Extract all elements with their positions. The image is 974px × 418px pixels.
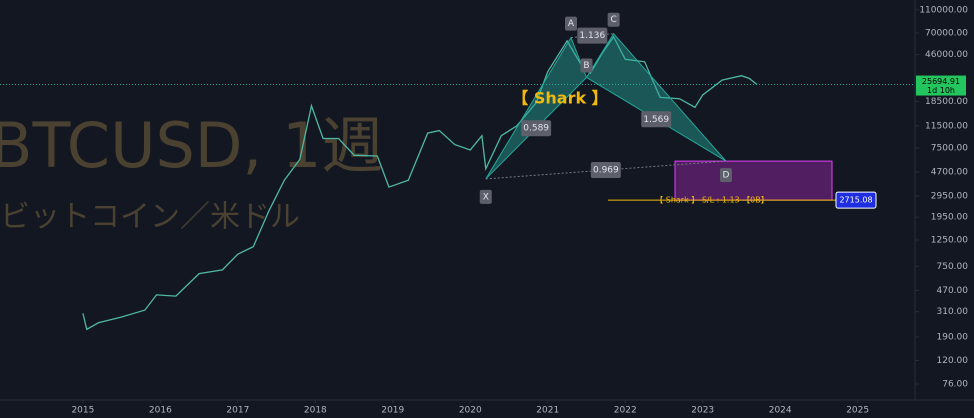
x-tick-label: 2016	[149, 406, 172, 416]
y-tick-label: 750.00	[937, 262, 969, 272]
last-price-box	[916, 75, 966, 96]
target-zone	[674, 160, 833, 201]
ratio-label: 1.136	[579, 31, 605, 41]
x-tick-label: 2018	[304, 406, 327, 416]
y-tick-label: 120.00	[937, 356, 969, 366]
x-tick-label: 2025	[846, 406, 869, 416]
pattern-name: 【 Shark 】	[512, 89, 607, 108]
x-tick-label: 2022	[614, 406, 637, 416]
y-tick-label: 1250.00	[931, 236, 968, 246]
stop-loss-label: 【 Shark 】 S/L : 1.13 【0B】	[655, 196, 769, 205]
last-price-label: 25694.91	[922, 77, 960, 86]
watermark-title: BTCUSD, 1週	[0, 109, 383, 182]
ratio-box	[641, 111, 672, 128]
y-tick-label: 470.00	[937, 286, 969, 296]
ratio-box	[521, 120, 552, 137]
stop-loss-value: 2715.08	[839, 196, 872, 205]
y-tick-label: 18500.00	[925, 97, 968, 107]
x-tick-label: 2015	[71, 406, 94, 416]
point-label: B	[583, 61, 589, 71]
x-tick-label: 2024	[769, 406, 792, 416]
x-tick-label: 2023	[691, 406, 714, 416]
point-label: A	[568, 19, 575, 29]
y-tick-label: 190.00	[937, 332, 969, 342]
y-tick-label: 76.00	[942, 380, 968, 390]
point-box	[580, 58, 593, 73]
ratio-label: 0.589	[523, 124, 549, 134]
point-box	[607, 12, 620, 27]
countdown-label: 1d 10h	[927, 86, 955, 95]
x-tick-label: 2017	[226, 406, 249, 416]
x-tick-label: 2019	[381, 406, 404, 416]
watermark-subtitle: ビットコイン／米ドル	[0, 200, 300, 235]
y-tick-label: 4700.00	[931, 167, 968, 177]
y-tick-label: 310.00	[937, 307, 969, 317]
ratio-box	[590, 162, 621, 179]
y-tick-label: 1950.00	[931, 213, 968, 223]
point-label: X	[483, 192, 489, 202]
y-tick-label: 2950.00	[931, 191, 968, 201]
y-tick-label: 110000.00	[919, 5, 968, 15]
point-label: D	[722, 171, 729, 181]
stop-loss-box	[835, 191, 877, 209]
point-label: C	[610, 15, 616, 25]
point-box	[565, 16, 578, 31]
y-tick-label: 70000.00	[925, 29, 968, 39]
y-tick-label: 46000.00	[925, 50, 968, 60]
y-tick-label: 7500.00	[931, 143, 968, 153]
x-tick-label: 2020	[459, 406, 482, 416]
y-tick-label: 11500.00	[925, 121, 968, 131]
ratio-box	[577, 27, 608, 44]
ratio-label: 0.969	[593, 166, 619, 176]
price-line	[82, 35, 758, 331]
x-tick-label: 2021	[536, 406, 559, 416]
point-box	[719, 168, 732, 183]
point-box	[479, 189, 492, 204]
ratio-label: 1.569	[643, 115, 669, 125]
